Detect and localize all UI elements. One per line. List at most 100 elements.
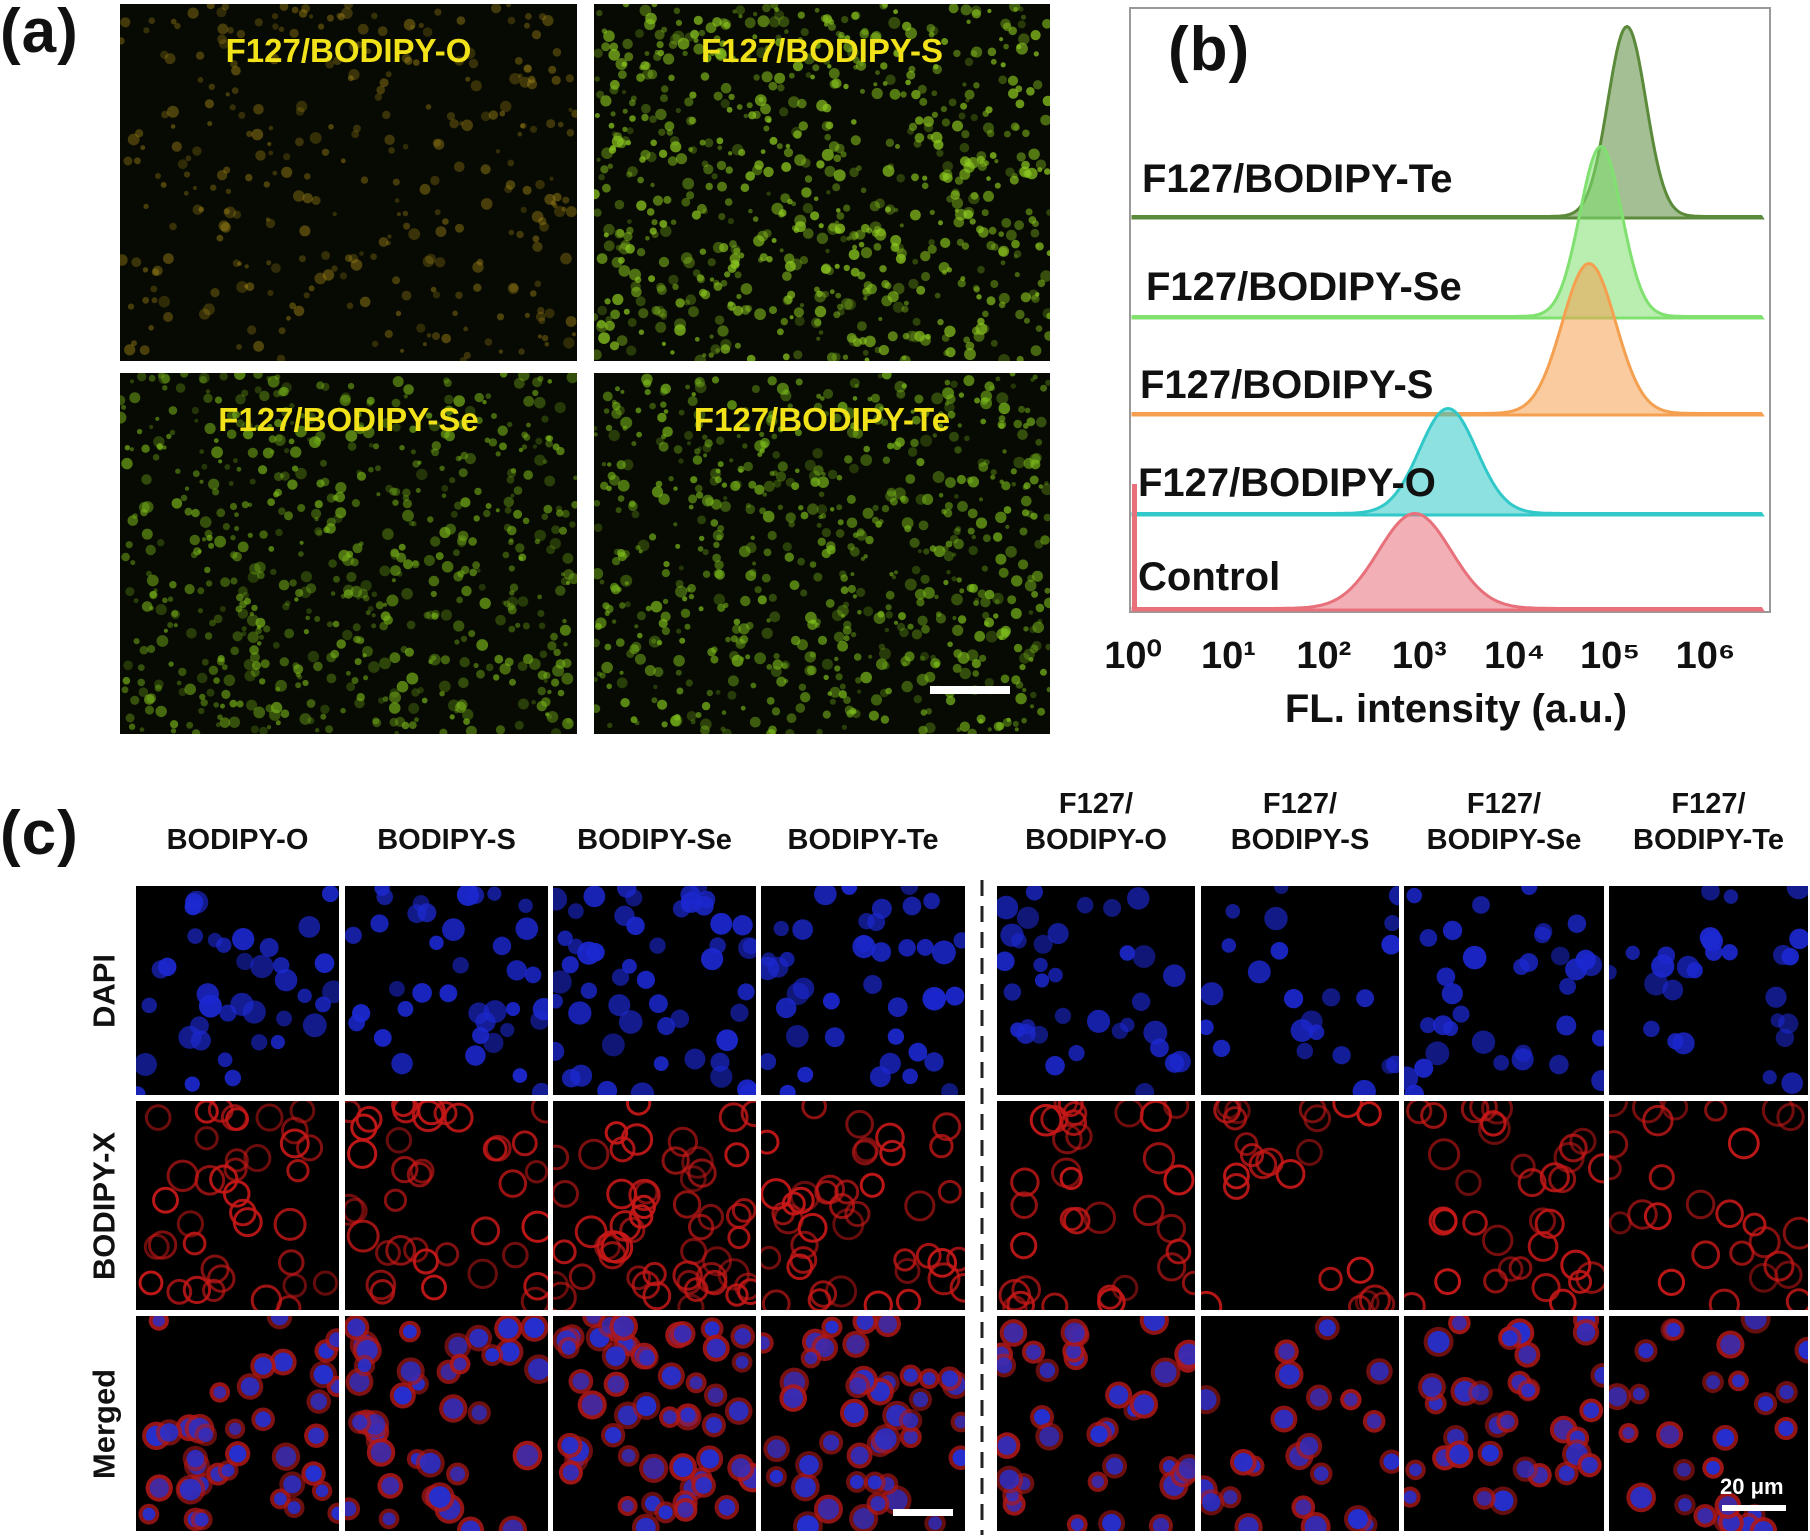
scale-bar — [893, 1509, 953, 1516]
confocal-image — [345, 1101, 548, 1310]
micrograph-bodipy-o: F127/BODIPY-O — [120, 4, 577, 361]
control-edge-bar — [1132, 484, 1137, 610]
column-header-line2: BODIPY-Te — [787, 824, 939, 856]
micrograph-bodipy-te: F127/BODIPY-Te — [594, 373, 1050, 734]
confocal-texture — [1404, 1316, 1604, 1516]
column-header: F127/BODIPY-S — [1195, 786, 1405, 858]
micrograph-bodipy-s: F127/BODIPY-S — [594, 4, 1050, 361]
confocal-texture — [1404, 886, 1604, 1095]
x-tick-label: 10⁶ — [1676, 635, 1736, 677]
x-tick-label: 10⁵ — [1580, 635, 1640, 677]
series-label: F127/BODIPY-Se — [1146, 265, 1462, 309]
series-area — [1131, 144, 1765, 320]
flow-cytometry-chart: F127/BODIPY-Te F127/BODIPY-Se F127/BODIPY-… — [1104, 7, 1771, 731]
scale-label: 20 μm — [1720, 1474, 1784, 1499]
confocal-image — [136, 886, 339, 1095]
confocal-image — [345, 886, 548, 1095]
column-header-line2: BODIPY-Se — [1426, 824, 1582, 856]
series-area — [1131, 407, 1765, 517]
column-header-line1: F127/ — [1466, 788, 1542, 820]
column-header-line2: BODIPY-O — [166, 824, 309, 856]
x-tick-label: 10⁴ — [1484, 635, 1545, 677]
column-header-line1: F127/ — [1262, 788, 1338, 820]
confocal-texture — [1201, 886, 1399, 1095]
confocal-texture — [761, 886, 965, 1095]
confocal-image — [761, 886, 965, 1095]
group-divider — [980, 880, 984, 1535]
series-area — [1131, 511, 1765, 612]
confocal-image — [1404, 886, 1604, 1095]
column-header-line2: BODIPY-Te — [1633, 824, 1784, 856]
confocal-texture — [1201, 1316, 1399, 1531]
confocal-image — [553, 886, 756, 1095]
confocal-texture — [345, 1316, 548, 1531]
confocal-image — [1404, 1316, 1604, 1531]
scale-bar — [1722, 1505, 1786, 1511]
micrograph-bodipy-se: F127/BODIPY-Se — [120, 373, 577, 734]
row-header: DAPI — [86, 953, 121, 1028]
confocal-texture — [553, 1316, 756, 1531]
confocal-texture — [553, 1101, 756, 1310]
confocal-texture — [1201, 1101, 1396, 1310]
confocal-image — [761, 1101, 965, 1310]
confocal-image — [997, 1316, 1195, 1531]
confocal-texture — [553, 886, 756, 1095]
confocal-texture — [761, 1316, 965, 1531]
confocal-texture — [138, 1316, 339, 1531]
column-header-line2: BODIPY-O — [1025, 824, 1167, 856]
confocal-image — [997, 886, 1195, 1095]
column-header: F127/BODIPY-Se — [1398, 786, 1610, 858]
column-header-line1: F127/ — [1671, 788, 1746, 820]
column-header-line1: F127/ — [1058, 788, 1134, 820]
confocal-texture — [997, 886, 1191, 1095]
confocal-image — [1201, 1101, 1399, 1310]
confocal-texture — [1609, 886, 1808, 1094]
confocal-texture — [1609, 1316, 1808, 1531]
scale-bar — [930, 686, 1010, 694]
panel-c-letter: (c) — [0, 799, 79, 868]
micrograph-texture — [120, 4, 577, 361]
confocal-image — [1609, 886, 1808, 1095]
micrograph-texture — [594, 4, 1050, 361]
micrograph-texture — [594, 373, 1050, 734]
x-tick-label: 10⁰ — [1104, 635, 1162, 677]
column-header: F127/BODIPY-Te — [1603, 786, 1810, 858]
micrograph-label: F127/BODIPY-Te — [693, 401, 951, 438]
column-header: F127/BODIPY-O — [991, 786, 1201, 858]
chart-frame — [1129, 7, 1771, 613]
column-header-line2: BODIPY-S — [1230, 824, 1370, 856]
confocal-texture — [345, 1101, 548, 1310]
confocal-texture — [345, 886, 548, 1095]
confocal-image — [1201, 886, 1399, 1095]
confocal-image — [553, 1101, 756, 1310]
confocal-image — [1404, 1101, 1604, 1310]
confocal-texture — [998, 1101, 1195, 1310]
series-label: F127/BODIPY-S — [1140, 363, 1433, 407]
confocal-image — [345, 1316, 548, 1531]
confocal-image — [136, 1316, 339, 1531]
column-header: BODIPY-O — [130, 822, 345, 858]
confocal-texture — [997, 1316, 1195, 1531]
x-tick-label: 10¹ — [1201, 635, 1256, 677]
series-label: F127/BODIPY-O — [1138, 461, 1436, 505]
confocal-texture — [138, 1101, 339, 1310]
micrograph-texture — [120, 373, 577, 734]
confocal-image — [553, 1316, 756, 1531]
panel-b-letter: (b) — [1168, 15, 1251, 84]
confocal-texture — [136, 886, 339, 1095]
x-axis-label: FL. intensity (a.u.) — [1285, 687, 1627, 731]
confocal-image — [1609, 1101, 1808, 1310]
series-label: Control — [1138, 555, 1280, 599]
x-tick-label: 10² — [1296, 635, 1351, 677]
column-header: BODIPY-Se — [547, 822, 762, 858]
micrograph-label: F127/BODIPY-Se — [218, 401, 479, 438]
confocal-texture — [761, 1101, 965, 1310]
column-header-line2: BODIPY-S — [377, 824, 516, 856]
column-header-line2: BODIPY-Se — [577, 824, 732, 856]
confocal-texture — [1404, 1101, 1604, 1310]
x-tick-label: 10³ — [1392, 635, 1447, 677]
row-header: Merged — [86, 1368, 121, 1479]
confocal-image — [1201, 1316, 1399, 1531]
confocal-image — [761, 1316, 965, 1531]
series-label: F127/BODIPY-Te — [1142, 157, 1452, 201]
